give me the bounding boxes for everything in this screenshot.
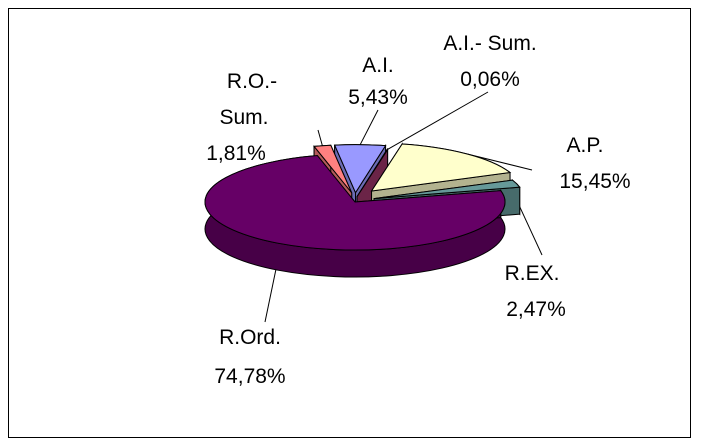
slice-name: R.Ord. [219, 326, 281, 349]
leader-line [317, 129, 323, 146]
slice-name: R.EX. [505, 262, 560, 285]
slice-a-i [333, 144, 387, 194]
slice-label-r-o-sum: R.O.- Sum. 1,81% [206, 70, 277, 165]
slice-r-ex [373, 179, 521, 200]
slice-value: 2,47% [506, 298, 566, 321]
slice-name: R.O.- [227, 70, 277, 93]
slice-name: A.P. [567, 134, 604, 157]
leader-line [387, 91, 489, 151]
leader-line [516, 199, 543, 256]
slice-value: 74,78% [214, 365, 285, 388]
slice-value: 15,45% [559, 170, 630, 193]
slice-value: 1,81% [206, 142, 266, 165]
slice-label-r-ex: R.EX. 2,47% [505, 262, 566, 321]
slice-label-r-ord: R.Ord. 74,78% [214, 326, 285, 388]
slice-a-p [370, 143, 512, 192]
slice-value: 5,43% [348, 86, 408, 109]
slice-a-i-sum [356, 149, 389, 197]
slice-r-ord [204, 155, 506, 251]
pie-slices [204, 143, 521, 251]
slice-value: 0,06% [460, 68, 520, 91]
slice-name: A.I. [362, 54, 394, 77]
slice-label-a-i-sum: A.I.- Sum. 0,06% [443, 32, 536, 91]
slice-label-a-p: A.P. 15,45% [559, 134, 630, 193]
slice-label-a-i: A.I. 5,43% [348, 54, 408, 109]
slice-name: A.I.- Sum. [443, 32, 536, 55]
leader-line [359, 109, 379, 145]
slice-name: Sum. [219, 106, 268, 129]
slice-r-o-sum [313, 144, 353, 194]
